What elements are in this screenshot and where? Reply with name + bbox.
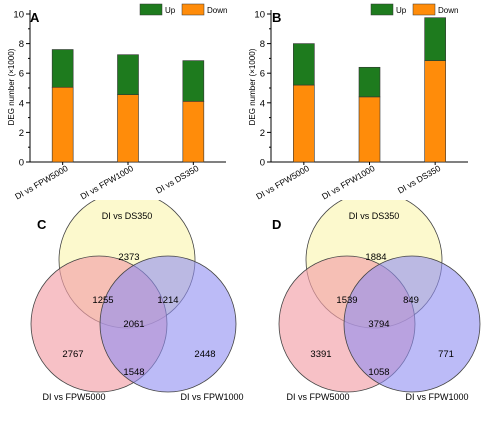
legend-swatch-down [412,3,436,16]
venn-region-count: 1214 [157,295,178,306]
bar-up [51,49,74,88]
panel-label-d: D [272,217,281,232]
y-tick-label: 6 [19,69,24,80]
x-tick-label: DI vs FPW1000 [78,163,135,202]
y-tick-label: 8 [260,39,265,50]
bar-up [293,43,315,86]
venn-region-count: 771 [438,349,454,360]
y-tick-label: 10 [13,10,24,21]
venn-set-label-left: DI vs FPW5000 [286,392,349,402]
bar-chart-b: B DEG number (×1000) 0 2 4 6 8 10 DI vs FPW500… [248,3,468,202]
x-tick-label: DI vs FPW5000 [13,163,70,202]
bar-down [424,60,446,163]
venn-region-count: 2061 [123,319,144,330]
venn-region-count: 849 [403,295,419,306]
y-tick-label: 8 [19,39,24,50]
venn-region-count: 2767 [62,349,83,360]
y-tick-label: 6 [260,69,265,80]
bar-down [358,96,381,163]
y-tick-label: 10 [254,10,265,21]
legend-label-down: Down [438,6,458,15]
y-axis-label-a: DEG number (×1000) [7,48,16,125]
venn-region-count: 1058 [368,367,389,378]
venn-region-count: 3794 [368,319,389,330]
venn-circle-right [99,255,237,393]
venn-circles [30,200,237,393]
panel-label-c: C [37,217,47,232]
venn-region-count: 2373 [118,252,139,263]
y-tick-label: 4 [260,98,265,109]
venn-circles [278,200,481,393]
bar-down [51,86,74,163]
legend-label-up: Up [165,6,176,15]
bar-down [117,94,139,163]
venn-set-label-left: DI vs FPW5000 [42,392,105,402]
bar-down [293,84,315,163]
legend-label-up: Up [396,6,407,15]
venn-diagram-d: D DI vs DS350 DI vs FPW5000 DI vs FPW1000 1… [272,200,481,402]
y-tick-label: 4 [19,98,24,109]
venn-set-label-top: DI vs DS350 [102,211,153,221]
venn-set-label-top: DI vs DS350 [349,211,400,221]
venn-region-count: 1539 [336,295,357,306]
venn-region-count: 1255 [92,295,113,306]
bar-up [358,66,381,98]
y-tick-label: 2 [260,128,265,139]
y-tick-label: 0 [19,158,24,169]
bar-up [424,17,446,61]
venn-region-count: 3391 [310,349,331,360]
bar-down [182,101,205,163]
x-tick-label: DI vs DS350 [154,163,201,196]
legend-swatch-up [370,3,394,16]
venn-diagram-c: C DI vs DS350 DI vs FPW5000 DI vs FPW1000 2… [30,200,244,402]
venn-region-count: 1548 [123,367,144,378]
legend-label-down: Down [207,6,227,15]
venn-set-label-right: DI vs FPW1000 [180,392,243,402]
venn-region-count: 1884 [365,252,386,263]
bar-up [182,60,205,102]
x-tick-label: DI vs FPW1000 [320,163,377,202]
legend-swatch-up [139,3,163,16]
venn-circle-right [343,255,481,393]
venn-region-count: 2448 [194,349,215,360]
x-tick-label: DI vs DS350 [396,163,443,196]
x-tick-label: DI vs FPW5000 [254,163,311,202]
y-tick-label: 0 [260,158,265,169]
bar-up [117,54,139,95]
bar-chart-a: A DEG number (×1000) 0 2 4 6 8 10 DI vs FPW500… [7,3,227,202]
y-tick-label: 2 [19,128,24,139]
venn-set-label-right: DI vs FPW1000 [405,392,468,402]
panel-label-a: A [30,10,40,25]
panel-label-b: B [272,10,281,25]
y-axis-label-b: DEG number (×1000) [248,48,257,125]
legend-swatch-down [181,3,205,16]
